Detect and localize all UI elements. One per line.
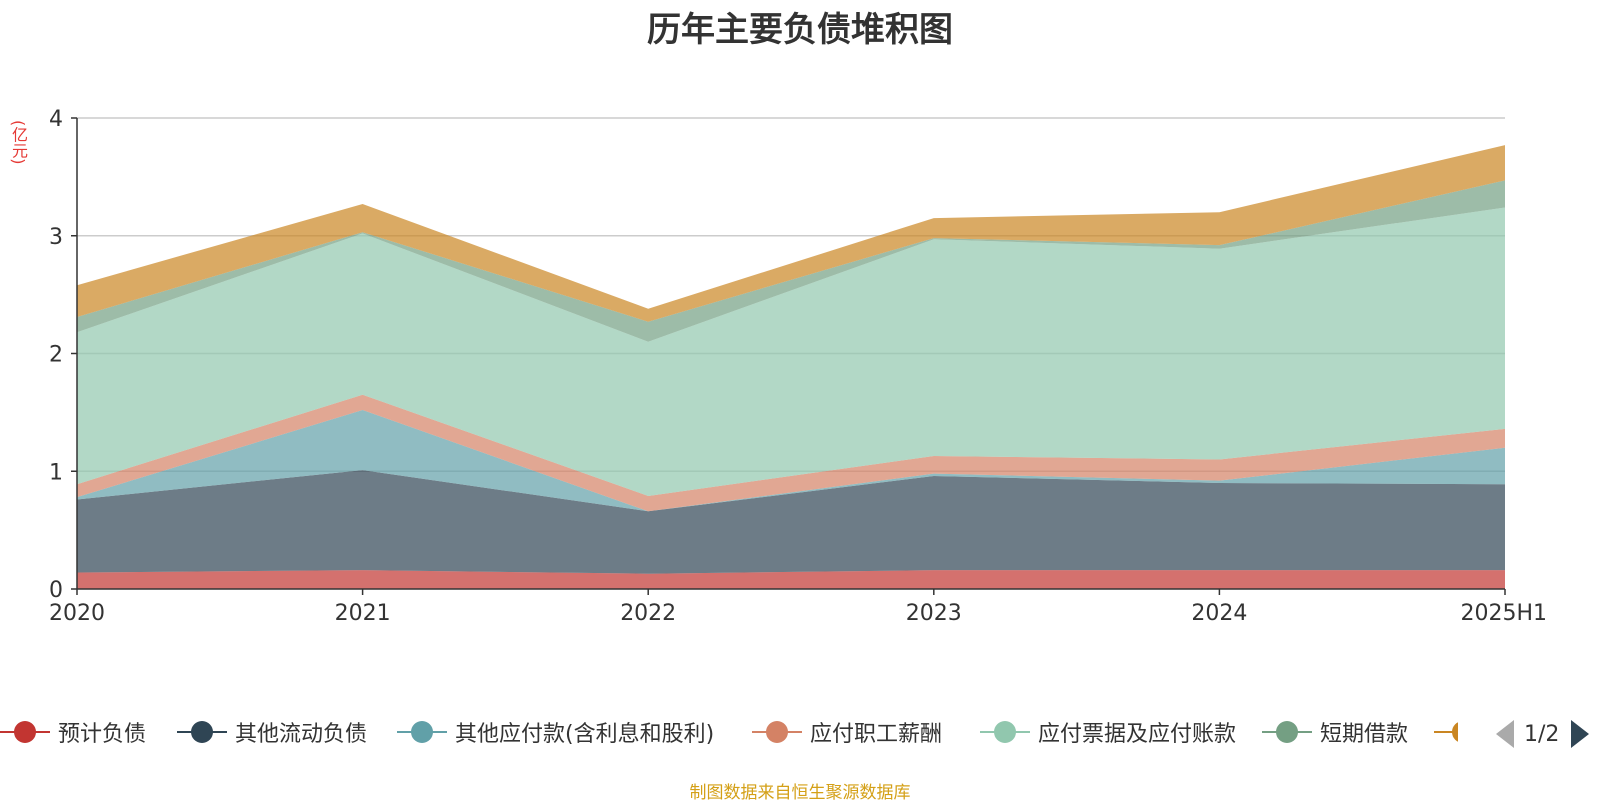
legend-label: 应付职工薪酬: [810, 722, 943, 747]
legend: 预计负债 其他流动负债 其他应付款(含利息和股利) 应付职工薪酬 应付票据及应付…: [0, 715, 1600, 755]
legend-label: 其他应付款(含利息和股利): [455, 722, 715, 747]
legend-marker-icon: [752, 717, 802, 747]
area-series-6: [77, 145, 1505, 322]
x-axis-ticks: 2020 2021 2022 2023 2024 2025H1: [49, 589, 1547, 626]
stacked-area-chart: 0 1 2 3 4 2020 2021 2022 2023 2024 2025H1: [49, 107, 1547, 626]
y-tick-label: 1: [49, 460, 63, 485]
legend-marker-icon: [980, 717, 1030, 747]
legend-item-partial[interactable]: [1434, 715, 1458, 749]
x-tick-label: 2024: [1191, 601, 1247, 626]
y-tick-label: 0: [49, 578, 63, 603]
y-tick-label: 2: [49, 343, 63, 368]
legend-marker-icon: [1262, 717, 1312, 747]
legend-item-其他应付款[interactable]: 其他应付款(含利息和股利): [397, 715, 714, 749]
legend-label: 短期借款: [1320, 722, 1409, 747]
legend-label: 应付票据及应付账款: [1038, 722, 1237, 747]
prev-page-icon[interactable]: [1496, 720, 1514, 748]
legend-item-预计负债[interactable]: 预计负债: [0, 715, 146, 749]
y-axis-ticks: 0 1 2 3 4: [49, 107, 77, 603]
legend-marker-icon: [1434, 717, 1458, 747]
legend-pager: 1/2: [1496, 717, 1590, 751]
legend-item-其他流动负债[interactable]: 其他流动负债: [177, 715, 367, 749]
area-series-1: [77, 470, 1505, 574]
x-tick-label: 2022: [620, 601, 676, 626]
legend-label: 其他流动负债: [235, 722, 368, 747]
area-series: [77, 145, 1505, 589]
x-tick-label: 2021: [335, 601, 391, 626]
y-tick-label: 3: [49, 225, 63, 250]
legend-label: 预计负债: [58, 722, 147, 747]
legend-item-应付职工薪酬[interactable]: 应付职工薪酬: [752, 715, 942, 749]
x-tick-label: 2023: [906, 601, 962, 626]
legend-item-应付票据及应付账款[interactable]: 应付票据及应付账款: [980, 715, 1236, 749]
x-tick-label: 2025H1: [1460, 601, 1547, 626]
legend-item-短期借款[interactable]: 短期借款: [1262, 715, 1408, 749]
area-series-3: [77, 394, 1505, 512]
legend-page-count: 1/2: [1524, 721, 1560, 747]
next-page-icon[interactable]: [1571, 720, 1590, 748]
y-tick-label: 4: [49, 107, 63, 132]
legend-marker-icon: [0, 717, 50, 747]
legend-marker-icon: [177, 717, 227, 747]
data-source-note: 制图数据来自恒生聚源数据库: [689, 783, 911, 803]
legend-marker-icon: [397, 717, 447, 747]
y-axis-unit: (亿元): [9, 120, 28, 165]
x-tick-label: 2020: [49, 601, 105, 626]
area-series-4: [77, 207, 1505, 496]
chart-title: 历年主要负债堆积图: [647, 10, 953, 50]
area-series-0: [77, 570, 1505, 589]
